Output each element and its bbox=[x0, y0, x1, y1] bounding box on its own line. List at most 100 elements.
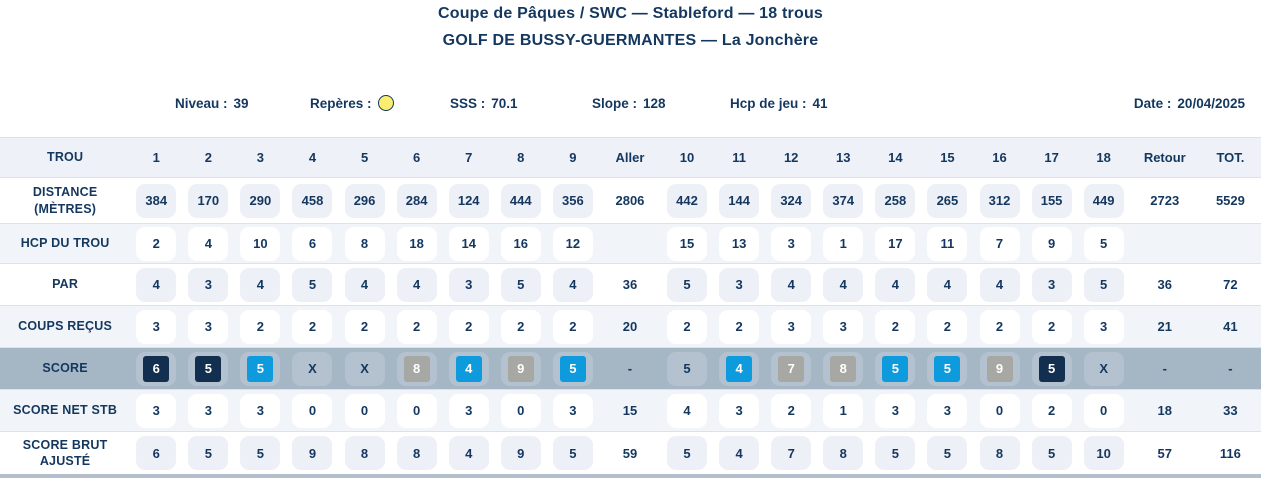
value-chip: 4 bbox=[344, 267, 385, 302]
cell-par-9: 4 bbox=[547, 264, 599, 306]
cell-score-brut-ajuste-4: 9 bbox=[286, 432, 338, 475]
info-slope-value: 128 bbox=[643, 95, 666, 111]
cell-hcp-du-trou-18: 5 bbox=[1078, 224, 1130, 264]
row-label-distance: DISTANCE (MÈTRES) bbox=[32, 185, 98, 216]
cell-coups-recus-10: 2 bbox=[661, 306, 713, 348]
value-chip: 9 bbox=[1031, 226, 1072, 261]
cell-par-17: 3 bbox=[1026, 264, 1078, 306]
value-chip: 3 bbox=[188, 309, 229, 344]
value-chip: 3 bbox=[771, 309, 812, 344]
value-chip: 449 bbox=[1083, 183, 1124, 218]
cell-score-12: 7 bbox=[765, 348, 817, 390]
value-chip: 356 bbox=[552, 183, 593, 218]
score-square-blue: 5 bbox=[934, 355, 961, 382]
cell-par-13: 4 bbox=[817, 264, 869, 306]
cell-hcp-du-trou-16: 7 bbox=[973, 224, 1025, 264]
column-header-11: 11 bbox=[732, 150, 746, 165]
info-slope-label: Slope : bbox=[592, 95, 638, 111]
score-square-gray: 9 bbox=[986, 355, 1013, 382]
cell-score-net-stb-7: 3 bbox=[443, 390, 495, 432]
cell-score-18: X bbox=[1078, 348, 1130, 390]
cell-score-3: 5 bbox=[234, 348, 286, 390]
page-header: Coupe de Pâques / SWC — Stableford — 18 … bbox=[0, 0, 1261, 50]
score-square-blue: 4 bbox=[455, 355, 482, 382]
cell-score-net-stb-15: 3 bbox=[921, 390, 973, 432]
cell-hcp-du-trou-6: 18 bbox=[391, 224, 443, 264]
column-header-17: 17 bbox=[1044, 150, 1059, 165]
cell-coups-recus-14: 2 bbox=[869, 306, 921, 348]
cell-score-net-stb-tot: 33 bbox=[1223, 403, 1238, 418]
value-chip: 7 bbox=[771, 351, 812, 386]
cell-hcp-du-trou-5: 8 bbox=[339, 224, 391, 264]
cell-hcp-du-trou-13: 1 bbox=[817, 224, 869, 264]
value-chip: 6 bbox=[292, 226, 333, 261]
info-sss: SSS : 70.1 bbox=[450, 88, 518, 118]
cell-hcp-du-trou-15: 11 bbox=[921, 224, 973, 264]
info-bar: Niveau : 39 Repères : SSS : 70.1 Slope :… bbox=[0, 88, 1261, 118]
value-chip: 1 bbox=[823, 393, 864, 428]
column-header-3: 3 bbox=[256, 150, 265, 165]
value-chip: 0 bbox=[500, 393, 541, 428]
table-row-score-net-stb: SCORE NET STB 3 3 3 0 0 0 3 0 3 15 4 3 2 1 3 3 0 2 0 18 33 bbox=[0, 389, 1261, 432]
cell-coups-recus-16: 2 bbox=[973, 306, 1025, 348]
cell-score-brut-ajuste-6: 8 bbox=[391, 432, 443, 475]
score-square-blue: 5 bbox=[559, 355, 586, 382]
cell-score-8: 9 bbox=[495, 348, 547, 390]
cell-distance-16: 312 bbox=[973, 178, 1025, 224]
value-chip: 442 bbox=[667, 183, 708, 218]
value-chip: 4 bbox=[448, 351, 489, 386]
value-chip: 8 bbox=[396, 436, 437, 471]
value-chip: 3 bbox=[448, 393, 489, 428]
cell-distance-9: 356 bbox=[547, 178, 599, 224]
cell-hcp-du-trou-3: 10 bbox=[234, 224, 286, 264]
value-chip: 3 bbox=[719, 393, 760, 428]
cell-score-brut-ajuste-15: 5 bbox=[921, 432, 973, 475]
cell-par-3: 4 bbox=[234, 264, 286, 306]
value-chip: 4 bbox=[448, 436, 489, 471]
cell-score-net-stb-5: 0 bbox=[339, 390, 391, 432]
table-row-distance: DISTANCE (MÈTRES) 384 170 290 458 296 284 124 444… bbox=[0, 177, 1261, 224]
value-chip: 5 bbox=[240, 436, 281, 471]
value-chip: 258 bbox=[875, 183, 916, 218]
cell-distance-7: 124 bbox=[443, 178, 495, 224]
column-header-13: 13 bbox=[836, 150, 851, 165]
cell-score-net-stb-14: 3 bbox=[869, 390, 921, 432]
value-chip: 5 bbox=[240, 351, 281, 386]
column-header-14: 14 bbox=[888, 150, 903, 165]
cell-score-10: 5 bbox=[661, 348, 713, 390]
value-chip: X bbox=[344, 351, 385, 386]
info-date: Date : 20/04/2025 bbox=[1134, 88, 1245, 118]
cell-distance-14: 258 bbox=[869, 178, 921, 224]
value-chip: 7 bbox=[979, 226, 1020, 261]
cell-score-net-stb-11: 3 bbox=[713, 390, 765, 432]
value-chip: 5 bbox=[292, 267, 333, 302]
value-chip: 2 bbox=[448, 309, 489, 344]
value-chip: 2 bbox=[1031, 393, 1072, 428]
cell-coups-recus-11: 2 bbox=[713, 306, 765, 348]
value-chip: 2 bbox=[771, 393, 812, 428]
value-chip: 5 bbox=[1031, 351, 1072, 386]
cell-score-net-stb-2: 3 bbox=[182, 390, 234, 432]
score-square-blue: 4 bbox=[726, 355, 753, 382]
value-chip: 0 bbox=[292, 393, 333, 428]
cell-hcp-du-trou-9: 12 bbox=[547, 224, 599, 264]
value-chip: 4 bbox=[188, 226, 229, 261]
cell-coups-recus-3: 2 bbox=[234, 306, 286, 348]
value-chip: 0 bbox=[396, 393, 437, 428]
value-chip: 6 bbox=[136, 351, 177, 386]
cell-distance-4: 458 bbox=[286, 178, 338, 224]
value-chip: 5 bbox=[875, 436, 916, 471]
cell-par-8: 5 bbox=[495, 264, 547, 306]
value-chip: X bbox=[292, 351, 333, 386]
cell-coups-recus-tot: 41 bbox=[1223, 319, 1238, 334]
cell-score-brut-ajuste-tot: 116 bbox=[1219, 445, 1241, 461]
cell-score-retour: - bbox=[1162, 361, 1167, 376]
value-chip: 9 bbox=[979, 351, 1020, 386]
value-chip: 11 bbox=[927, 226, 968, 261]
value-chip: 374 bbox=[823, 183, 864, 218]
value-chip: 458 bbox=[292, 183, 333, 218]
value-chip: 18 bbox=[396, 226, 437, 261]
cell-score-net-stb-3: 3 bbox=[234, 390, 286, 432]
cell-coups-recus-8: 2 bbox=[495, 306, 547, 348]
column-header-18: 18 bbox=[1096, 150, 1111, 165]
